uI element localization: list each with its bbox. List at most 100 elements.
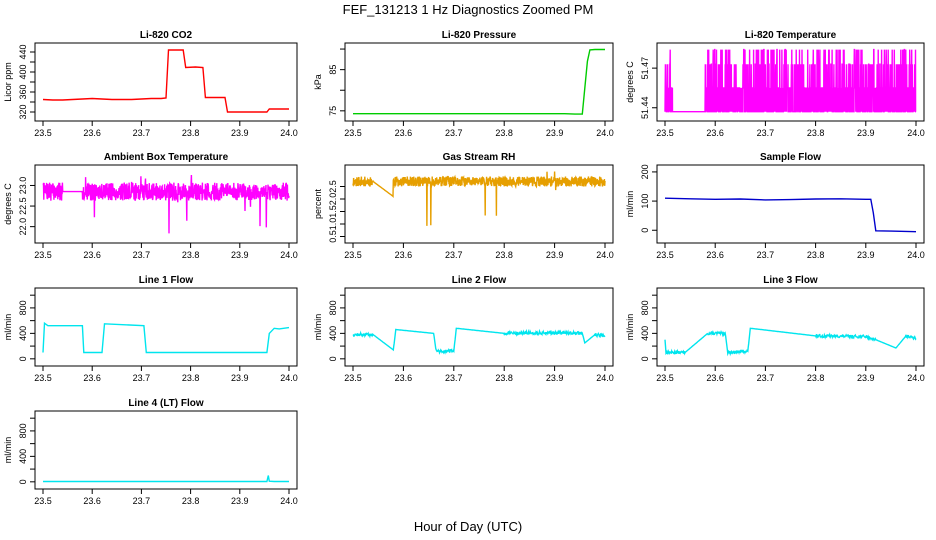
- x-tick-label: 23.8: [182, 128, 200, 138]
- x-tick-label: 23.6: [83, 373, 101, 383]
- y-axis-label: Licor ppm: [3, 62, 13, 102]
- y-tick-label: 800: [18, 423, 28, 438]
- y-tick-label: 400: [18, 326, 28, 341]
- x-tick-label: 24.0: [907, 250, 925, 260]
- panel-li820temp: Li-820 Temperature 23.5 23.6 23.7 23.8 23.9 24…: [625, 30, 925, 138]
- y-tick-label: 1.5: [328, 205, 338, 218]
- panel-pressure: Li-820 Pressure 23.5 23.6 23.7 23.8 23.9 24.0 7…: [313, 30, 614, 138]
- y-tick-label: 51.44: [640, 96, 650, 119]
- x-tick-label: 23.5: [656, 250, 674, 260]
- panel-line2: Line 2 Flow 23.5 23.6 23.7 23.8 23.9 24.0 0 400 8…: [313, 275, 614, 383]
- plot-frame: [34, 287, 298, 367]
- figure-xlabel: Hour of Day (UTC): [414, 519, 522, 534]
- panel-title: Li-820 Pressure: [442, 30, 517, 41]
- x-tick-label: 23.6: [395, 373, 413, 383]
- y-tick-label: 75: [328, 106, 338, 116]
- x-tick-label: 23.5: [656, 373, 674, 383]
- y-tick-label: 0: [18, 356, 28, 361]
- x-tick-label: 23.5: [34, 496, 52, 506]
- x-tick-label: 23.9: [231, 496, 249, 506]
- y-axis-label: percent: [313, 188, 323, 219]
- x-tick-label: 23.9: [231, 128, 249, 138]
- panels: Li-820 CO2 23.5 23.6 23.7 23.8 23.9 24.0 320 360…: [3, 30, 925, 506]
- plot-frame: [34, 410, 298, 490]
- y-axis-label: degrees C: [3, 183, 13, 225]
- x-tick-label: 23.9: [857, 250, 875, 260]
- x-tick-label: 23.8: [182, 496, 200, 506]
- x-tick-label: 23.6: [706, 250, 724, 260]
- y-tick-label: 400: [18, 449, 28, 464]
- panel-co2: Li-820 CO2 23.5 23.6 23.7 23.8 23.9 24.0 320 360…: [3, 30, 298, 138]
- y-tick-label: 400: [18, 64, 28, 79]
- series-line: [43, 475, 289, 483]
- y-axis-label: ml/min: [3, 437, 13, 464]
- y-tick-label: 2.0: [328, 193, 338, 206]
- y-tick-label: 23.0: [18, 177, 28, 195]
- y-tick-label: 440: [18, 44, 28, 59]
- plot-frame: [344, 287, 614, 367]
- x-tick-label: 23.7: [445, 373, 463, 383]
- x-tick-label: 24.0: [280, 128, 298, 138]
- y-tick-label: 51.47: [640, 57, 650, 80]
- x-tick-label: 23.5: [344, 373, 362, 383]
- panel-title: Li-820 Temperature: [745, 30, 837, 41]
- y-tick-label: 800: [18, 300, 28, 315]
- x-tick-label: 23.5: [34, 250, 52, 260]
- x-tick-label: 23.8: [182, 250, 200, 260]
- plot-frame: [656, 42, 925, 122]
- plot-frame: [344, 42, 614, 122]
- plot-frame: [656, 164, 925, 244]
- x-tick-label: 24.0: [596, 128, 614, 138]
- x-tick-label: 23.7: [133, 373, 151, 383]
- panel-line1: Line 1 Flow 23.5 23.6 23.7 23.8 23.9 24.0 0 400 8…: [3, 275, 298, 383]
- x-tick-label: 23.6: [395, 250, 413, 260]
- x-tick-label: 24.0: [280, 496, 298, 506]
- x-tick-label: 23.6: [83, 496, 101, 506]
- y-tick-label: 200: [640, 164, 650, 179]
- x-tick-label: 23.9: [857, 128, 875, 138]
- y-tick-label: 0: [640, 228, 650, 233]
- figure-title: FEF_131213 1 Hz Diagnostics Zoomed PM: [343, 2, 594, 17]
- x-tick-label: 24.0: [280, 373, 298, 383]
- x-tick-label: 23.5: [34, 128, 52, 138]
- series-line: [664, 327, 917, 357]
- y-tick-label: 22.5: [18, 197, 28, 215]
- plot-frame: [656, 287, 925, 367]
- series-line: [42, 174, 290, 234]
- y-tick-label: 2.5: [328, 180, 338, 193]
- panel-line3: Line 3 Flow 23.5 23.6 23.7 23.8 23.9 24.0 0 400 8…: [625, 275, 925, 383]
- y-tick-label: 0: [18, 479, 28, 484]
- x-tick-label: 23.7: [133, 250, 151, 260]
- plot-frame: [34, 164, 298, 244]
- x-tick-label: 24.0: [907, 128, 925, 138]
- y-axis-label: ml/min: [313, 314, 323, 341]
- x-tick-label: 23.8: [807, 128, 825, 138]
- series-line: [42, 321, 290, 354]
- y-axis-label: ml/min: [625, 314, 635, 341]
- x-tick-label: 23.8: [495, 128, 513, 138]
- x-tick-label: 23.7: [445, 128, 463, 138]
- panel-title: Line 1 Flow: [139, 275, 194, 286]
- panel-title: Line 3 Flow: [763, 275, 818, 286]
- x-tick-label: 23.8: [182, 373, 200, 383]
- x-tick-label: 23.7: [133, 128, 151, 138]
- x-tick-label: 23.5: [344, 250, 362, 260]
- y-tick-label: 100: [640, 194, 650, 209]
- x-tick-label: 23.7: [445, 250, 463, 260]
- panel-title: Line 4 (LT) Flow: [128, 398, 204, 409]
- y-tick-label: 320: [18, 104, 28, 119]
- panel-sampleflow: Sample Flow 23.5 23.6 23.7 23.8 23.9 24.0 0 100 2…: [625, 152, 925, 260]
- x-tick-label: 23.5: [34, 373, 52, 383]
- x-tick-label: 23.8: [495, 250, 513, 260]
- x-tick-label: 23.7: [757, 373, 775, 383]
- x-tick-label: 24.0: [596, 373, 614, 383]
- y-axis-label: ml/min: [625, 191, 635, 218]
- x-tick-label: 23.9: [546, 128, 564, 138]
- y-axis-label: kPa: [313, 74, 323, 90]
- x-tick-label: 23.5: [656, 128, 674, 138]
- x-tick-label: 24.0: [596, 250, 614, 260]
- y-tick-label: 400: [328, 326, 338, 341]
- y-tick-label: 22.0: [18, 218, 28, 236]
- x-tick-label: 23.5: [344, 128, 362, 138]
